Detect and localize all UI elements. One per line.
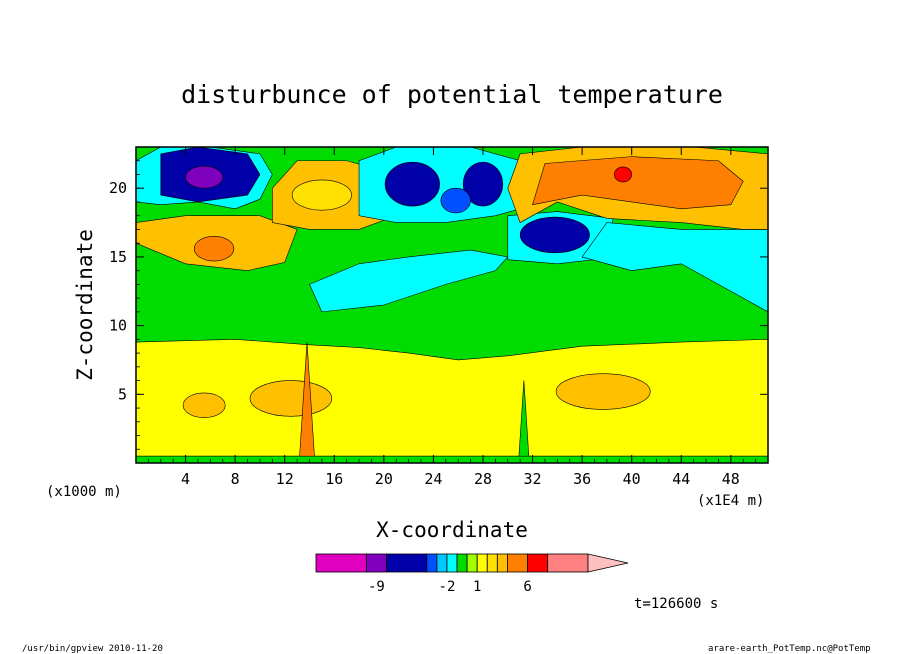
- colorbar-swatch: [386, 553, 428, 573]
- colorbar-swatch: [507, 553, 528, 573]
- colorbar-swatch: [547, 553, 589, 573]
- colorbar-swatch: [527, 553, 549, 573]
- x-tick-label: 44: [672, 470, 690, 488]
- colorbar-swatch: [426, 553, 438, 573]
- time-label: t=126600 s: [634, 596, 718, 612]
- field-region: [136, 339, 768, 457]
- colorbar-extend-arrow: [587, 553, 629, 573]
- field-region: [532, 156, 744, 210]
- x-axis: 4 8 12 16 20 24 28 32 36 40 44 48: [147, 147, 757, 488]
- y-axis: 5 10 15 20: [109, 160, 768, 450]
- x-unit-left: (x1000 m): [46, 484, 122, 500]
- field-region: [519, 216, 590, 254]
- colorbar-swatch: [456, 553, 468, 573]
- plot-frame: [135, 146, 769, 464]
- colorbar: -9 -2 1 6: [315, 553, 629, 595]
- field-region: [291, 179, 352, 211]
- chart-title: disturbunce of potential temperature: [181, 80, 723, 109]
- colorbar-swatch: [476, 553, 488, 573]
- field-region: [555, 373, 651, 410]
- x-tick-label: 24: [424, 470, 442, 488]
- x-tick-label: 8: [231, 470, 240, 488]
- colorbar-tick-label: -9: [368, 579, 385, 595]
- plot-area: [136, 147, 768, 463]
- field-region: [384, 161, 440, 207]
- colorbar-swatch: [315, 553, 367, 573]
- field-region: [249, 380, 333, 417]
- x-tick-label: 4: [181, 470, 190, 488]
- field-region: [440, 187, 471, 214]
- x-unit-right: (x1E4 m): [697, 493, 764, 509]
- field-region: [182, 392, 226, 418]
- colorbar-swatch: [436, 553, 448, 573]
- y-tick-label: 10: [109, 317, 127, 335]
- field-region: [614, 166, 632, 183]
- colorbar-swatch: [446, 553, 458, 573]
- colorbar-tick-label: 1: [473, 579, 481, 595]
- field-region: [299, 342, 315, 457]
- colorbar-swatch: [496, 553, 508, 573]
- x-tick-label: 48: [722, 470, 740, 488]
- y-axis-label: Z-coordinate: [73, 229, 97, 381]
- x-tick-label: 28: [474, 470, 492, 488]
- x-tick-label: 36: [573, 470, 591, 488]
- colorbar-swatch: [466, 553, 478, 573]
- x-tick-label: 16: [325, 470, 343, 488]
- y-tick-label: 20: [109, 179, 127, 197]
- footer-right-note: arare-earth_PotTemp.nc@PotTemp: [708, 644, 871, 654]
- x-tick-label: 20: [375, 470, 393, 488]
- colorbar-tick-label: -2: [439, 579, 456, 595]
- field-region: [309, 249, 509, 313]
- y-tick-label: 5: [118, 385, 127, 403]
- y-tick-label: 15: [109, 248, 127, 266]
- field-region: [136, 455, 768, 463]
- field-region: [518, 380, 530, 457]
- field-region: [462, 161, 504, 207]
- colorbar-swatch: [486, 553, 498, 573]
- x-tick-label: 32: [524, 470, 542, 488]
- x-axis-label: X-coordinate: [376, 518, 528, 542]
- x-tick-label: 40: [623, 470, 641, 488]
- colorbar-tick-label: 6: [523, 579, 531, 595]
- field-region: [581, 222, 768, 313]
- footer-left-note: /usr/bin/gpview 2010-11-20: [22, 644, 163, 654]
- field-region: [193, 236, 235, 262]
- x-tick-label: 12: [276, 470, 294, 488]
- field-region: [185, 165, 224, 189]
- colorbar-swatch: [365, 553, 387, 573]
